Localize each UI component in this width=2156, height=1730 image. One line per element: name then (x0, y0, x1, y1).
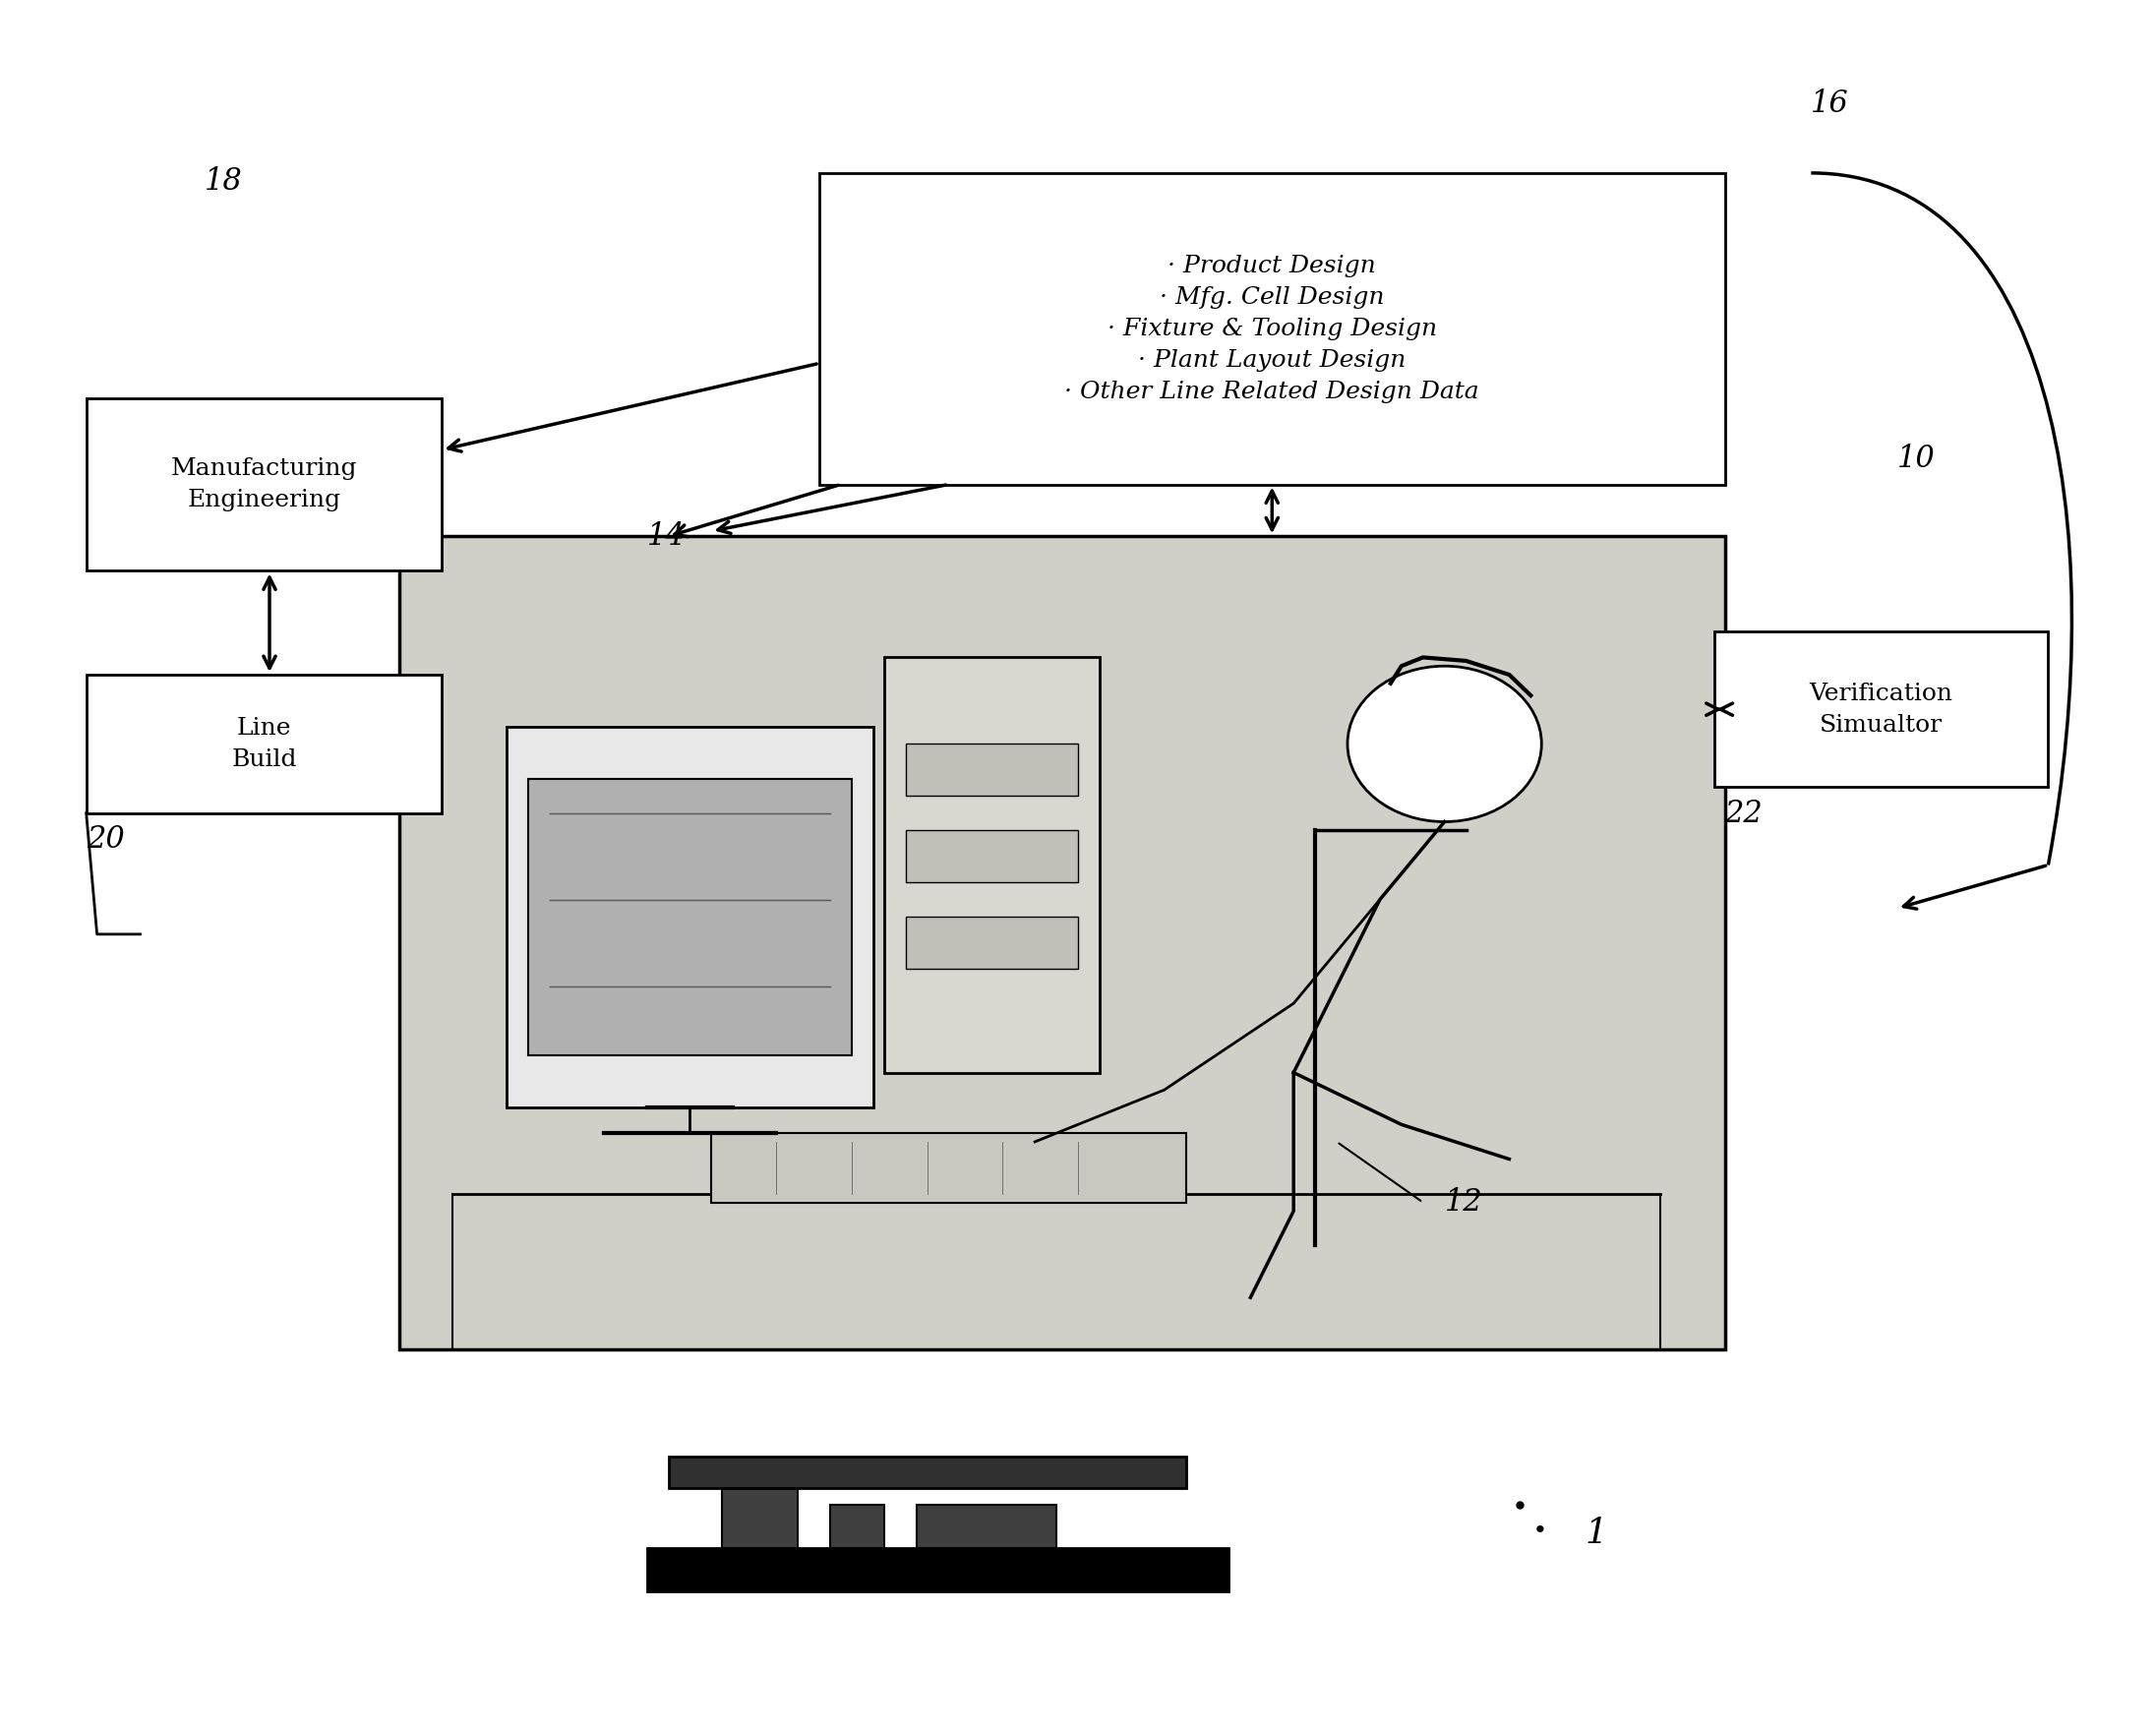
FancyBboxPatch shape (668, 1457, 1186, 1488)
FancyBboxPatch shape (528, 778, 852, 1055)
Text: 12: 12 (1445, 1187, 1483, 1218)
Text: 10: 10 (1897, 443, 1936, 474)
Text: 14: 14 (647, 521, 686, 552)
Text: 1: 1 (1585, 1517, 1606, 1550)
Text: 18: 18 (205, 166, 244, 197)
FancyBboxPatch shape (884, 657, 1100, 1073)
Text: .: . (1531, 1490, 1548, 1543)
FancyBboxPatch shape (711, 1133, 1186, 1202)
FancyBboxPatch shape (647, 1548, 1229, 1592)
Text: Manufacturing
Engineering: Manufacturing Engineering (170, 457, 358, 512)
FancyBboxPatch shape (722, 1488, 798, 1548)
Text: 20: 20 (86, 823, 125, 855)
FancyBboxPatch shape (819, 173, 1725, 484)
FancyBboxPatch shape (1714, 631, 2048, 787)
Circle shape (1348, 666, 1542, 822)
FancyBboxPatch shape (86, 675, 442, 813)
FancyBboxPatch shape (916, 1505, 1056, 1548)
FancyBboxPatch shape (507, 727, 873, 1107)
FancyBboxPatch shape (906, 917, 1078, 969)
FancyBboxPatch shape (830, 1505, 884, 1548)
FancyBboxPatch shape (399, 536, 1725, 1349)
Text: Line
Build: Line Build (231, 716, 298, 772)
FancyBboxPatch shape (86, 398, 442, 571)
Text: 16: 16 (1811, 88, 1850, 119)
Text: · Product Design
· Mfg. Cell Design
· Fixture & Tooling Design
· Plant Layout De: · Product Design · Mfg. Cell Design · Fi… (1065, 254, 1479, 403)
FancyBboxPatch shape (906, 830, 1078, 882)
FancyBboxPatch shape (906, 744, 1078, 796)
Text: 22: 22 (1725, 798, 1764, 829)
Text: Verification
Simualtor: Verification Simualtor (1809, 682, 1953, 737)
